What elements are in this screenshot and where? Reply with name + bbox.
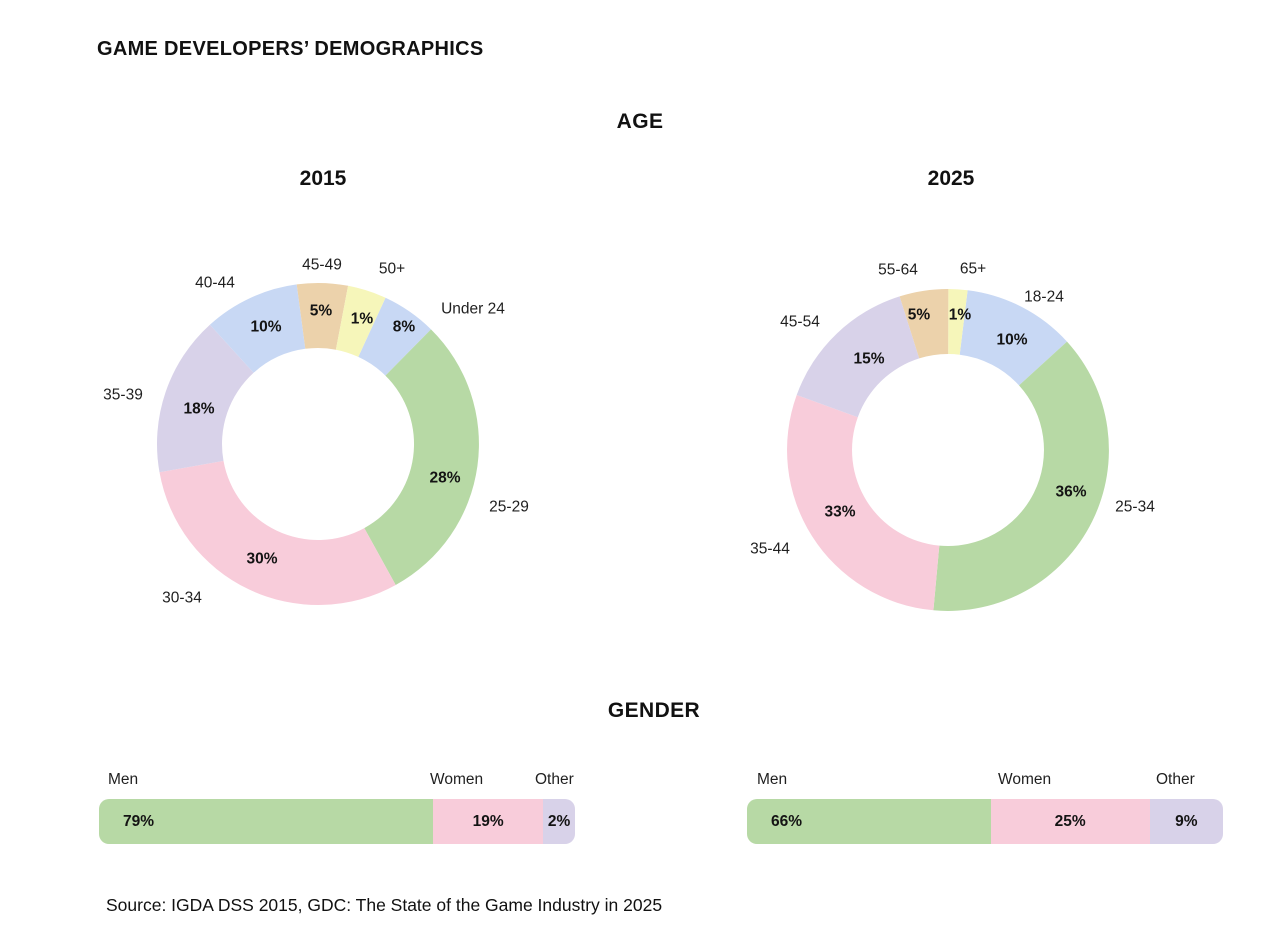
donut-category-age-2025-65: 65+: [960, 261, 986, 278]
donut-category-age-2015-25-29: 25-29: [489, 499, 529, 516]
donut-slice-age-2015-50: [335, 285, 386, 357]
section-heading-gender: GENDER: [607, 699, 701, 722]
donut-value-age-2015-50: 1%: [351, 311, 374, 328]
gender-legend-2025: Men Women Other: [747, 771, 1223, 791]
donut-slice-age-2015-under-24: [358, 297, 431, 376]
donut-category-age-2025-55-64: 55-64: [878, 262, 918, 279]
gender-value-2025-men: 66%: [771, 812, 803, 830]
donut-slice-age-2015-35-39: [156, 324, 254, 473]
donut-slice-age-2025-55-64: [899, 288, 949, 359]
donut-category-age-2025-18-24: 18-24: [1024, 289, 1064, 306]
gender-legend-2015: Men Women Other: [99, 771, 575, 791]
gender-segment-2015-women: 19%: [433, 799, 544, 844]
section-heading-age: AGE: [616, 110, 664, 133]
gender-value-2025-women: 25%: [1054, 812, 1086, 830]
page-title: GAME DEVELOPERS’ DEMOGRAPHICS: [97, 38, 484, 60]
donut-slice-age-2025-45-54: [796, 296, 920, 418]
donut-slice-age-2025-65: [948, 289, 968, 355]
donut-value-age-2015-under-24: 8%: [393, 319, 416, 336]
donut-value-age-2025-45-54: 15%: [853, 351, 884, 368]
donut-category-age-2015-under-24: Under 24: [441, 301, 505, 318]
gender-category-2025-other: Other: [1156, 771, 1195, 788]
donut-value-age-2025-65: 1%: [949, 307, 972, 324]
donut-category-age-2015-35-39: 35-39: [103, 387, 143, 404]
gender-segment-2015-other: 2%: [543, 799, 575, 844]
donut-category-age-2015-45-49: 45-49: [302, 257, 342, 274]
gender-chart-2015: Men Women Other 79% 19% 2%: [99, 771, 575, 845]
donut-category-age-2015-40-44: 40-44: [195, 275, 235, 292]
gender-value-2015-other: 2%: [547, 812, 571, 830]
donut-value-age-2025-35-44: 33%: [824, 504, 855, 521]
donut-slice-age-2015-40-44: [209, 284, 306, 373]
gender-value-2025-other: 9%: [1175, 812, 1198, 830]
gender-category-2015-other: Other: [535, 771, 574, 788]
donut-value-age-2015-40-44: 10%: [250, 319, 281, 336]
gender-category-2025-women: Women: [998, 771, 1052, 788]
gender-bar-2015: 79% 19% 2%: [99, 799, 575, 844]
donut-category-age-2025-45-54: 45-54: [780, 314, 820, 331]
donut-slice-age-2015-30-34: [159, 460, 396, 605]
chart-title-2025: 2025: [927, 167, 975, 190]
donut-value-age-2015-25-29: 28%: [429, 470, 460, 487]
donut-slice-age-2025-25-34: [933, 341, 1109, 611]
gender-chart-2025: Men Women Other 66% 25% 9%: [747, 771, 1223, 845]
donut-slice-age-2025-18-24: [959, 290, 1067, 386]
donut-value-age-2025-55-64: 5%: [908, 307, 931, 324]
donut-category-age-2015-30-34: 30-34: [162, 590, 202, 607]
donut-category-age-2025-25-34: 25-34: [1115, 499, 1155, 516]
source-note: Source: IGDA DSS 2015, GDC: The State of…: [106, 895, 663, 915]
gender-segment-2025-women: 25%: [990, 799, 1150, 844]
gender-value-2015-men: 79%: [123, 812, 155, 830]
donut-category-age-2025-35-44: 35-44: [750, 541, 790, 558]
gender-category-2025-men: Men: [757, 771, 788, 788]
gender-bar-2025: 66% 25% 9%: [747, 799, 1223, 844]
gender-category-2015-men: Men: [108, 771, 139, 788]
gender-segment-2015-men: 79%: [99, 799, 434, 844]
donut-slice-age-2025-35-44: [787, 395, 940, 611]
gender-segment-2025-men: 66%: [747, 799, 991, 844]
chart-title-2015: 2015: [299, 167, 347, 190]
gender-value-2015-women: 19%: [472, 812, 504, 830]
donut-value-age-2015-45-49: 5%: [310, 303, 333, 320]
donut-slice-age-2015-45-49: [296, 282, 349, 350]
gender-category-2015-women: Women: [430, 771, 484, 788]
donut-slice-age-2015-25-29: [364, 329, 479, 585]
donut-value-age-2015-35-39: 18%: [183, 401, 214, 418]
gender-segment-2025-other: 9%: [1149, 799, 1223, 844]
donut-value-age-2025-25-34: 36%: [1055, 484, 1086, 501]
donut-category-age-2015-50: 50+: [379, 261, 405, 278]
donut-value-age-2015-30-34: 30%: [246, 551, 277, 568]
donut-value-age-2025-18-24: 10%: [996, 332, 1027, 349]
